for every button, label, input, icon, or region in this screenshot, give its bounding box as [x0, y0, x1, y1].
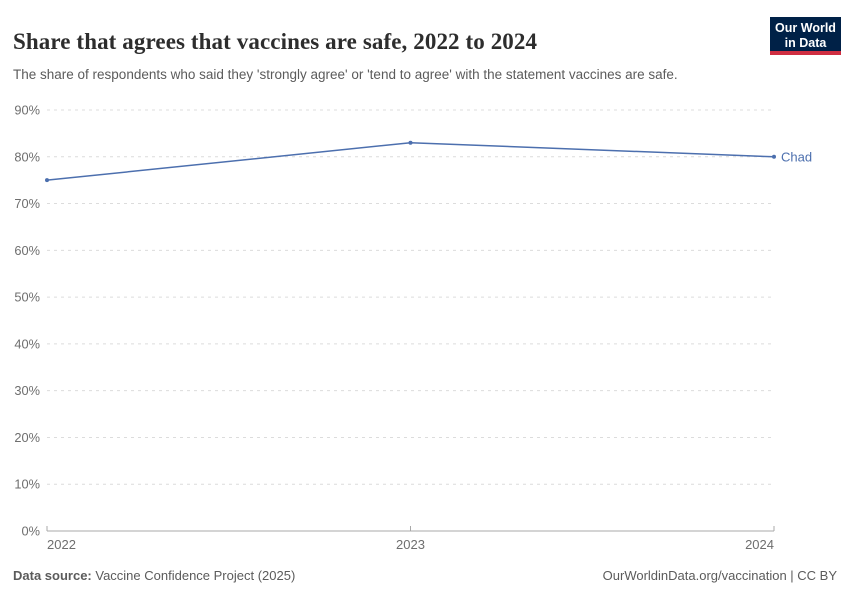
data-point-marker	[408, 140, 413, 145]
series-end-label-chad: Chad	[781, 149, 812, 164]
y-tick-label: 30%	[14, 383, 40, 398]
x-tick-label: 2023	[396, 537, 425, 552]
license-link[interactable]: OurWorldinData.org/vaccination | CC BY	[602, 568, 837, 583]
x-tick-label: 2024	[745, 537, 774, 552]
y-tick-label: 0%	[22, 524, 41, 539]
y-tick-label: 70%	[14, 196, 40, 211]
owid-logo[interactable]: Our World in Data	[770, 17, 841, 55]
y-tick-label: 20%	[14, 430, 40, 445]
chart-footer: Data source: Vaccine Confidence Project …	[13, 568, 837, 583]
data-point-marker	[45, 178, 49, 183]
y-tick-label: 50%	[14, 290, 40, 305]
data-source-label: Data source:	[13, 568, 92, 583]
owid-logo-line2: in Data	[784, 35, 827, 50]
chart-subtitle: The share of respondents who said they '…	[13, 66, 678, 82]
y-tick-label: 40%	[14, 336, 40, 351]
y-tick-label: 10%	[14, 477, 40, 492]
y-tick-label: 90%	[14, 103, 40, 118]
data-source-text: Data source: Vaccine Confidence Project …	[13, 568, 295, 583]
owid-logo-red-bar	[770, 51, 841, 55]
chart-title: Share that agrees that vaccines are safe…	[13, 29, 538, 55]
data-point-marker	[772, 154, 776, 159]
series-line	[46, 141, 775, 181]
data-source-value: Vaccine Confidence Project (2025)	[91, 568, 296, 583]
y-tick-label: 80%	[14, 149, 40, 164]
owid-logo-line1: Our World	[775, 21, 836, 35]
x-tick-label: 2022	[47, 537, 76, 552]
y-tick-label: 60%	[14, 243, 40, 258]
